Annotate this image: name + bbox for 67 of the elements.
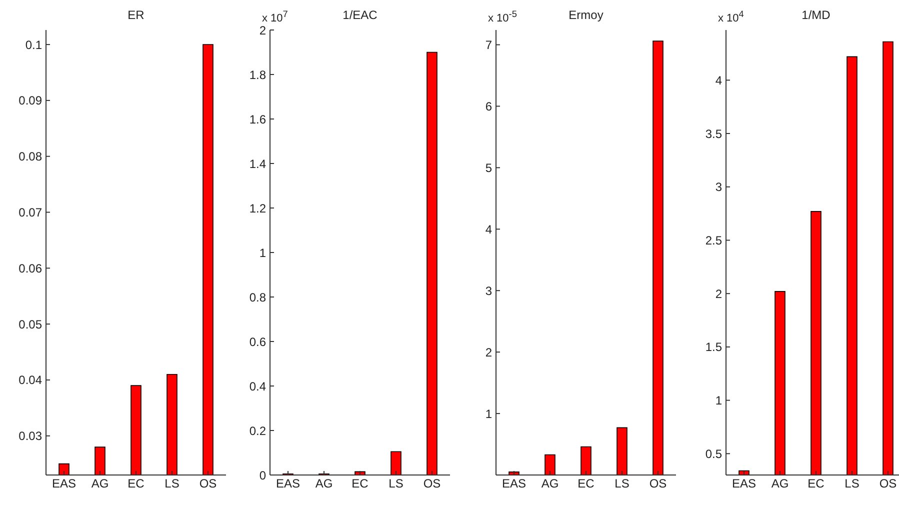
y-tick-label: 4 [485, 222, 492, 236]
x-tick-label: AG [91, 476, 109, 491]
x-tick-label: AG [771, 476, 789, 491]
bar [426, 52, 438, 475]
text: x 10$^{4}$ [718, 9, 744, 25]
y-tick-label: 3 [485, 284, 492, 298]
y-tick-label: 1.2 [249, 201, 266, 216]
x-tick-label: AG [315, 476, 333, 491]
bar [580, 446, 592, 475]
y-tick-label: 2.5 [705, 233, 722, 248]
chart-title: 1/EAC [342, 8, 378, 22]
y-tick-label: 0 [259, 468, 266, 482]
x-tick-label: OS [423, 476, 441, 491]
y-tick-label: 2 [259, 23, 266, 38]
y-tick-label: 0.2 [249, 424, 266, 438]
y-tick-label: 3.5 [705, 126, 722, 141]
y-tick-label: 1 [485, 406, 492, 421]
x-tick-label: AG [541, 476, 559, 491]
y-tick-label: 0.09 [18, 94, 42, 108]
y-tick-label: 1.4 [249, 156, 266, 171]
x-tick-label: OS [649, 476, 667, 491]
x-tick-label: LS [164, 476, 180, 491]
y-tick-label: 6 [485, 99, 492, 114]
x-tick-label: EC [128, 476, 145, 491]
y-tick-label: 0.05 [18, 317, 42, 332]
x-tick-label: OS [879, 476, 897, 491]
x-tick-label: EAS [52, 476, 76, 491]
y-tick-label: 0.07 [18, 206, 42, 220]
y-tick-label: 0.6 [249, 334, 266, 349]
x-tick-label: LS [614, 476, 630, 491]
y-tick-label: 2 [715, 286, 722, 301]
y-tick-label: 1 [259, 246, 266, 260]
y-tick-label: 0.06 [18, 261, 42, 276]
x-tick-label: EAS [502, 476, 526, 491]
y-tick-label: 1 [715, 394, 722, 408]
bar [616, 427, 628, 475]
y-tick-label: 2 [485, 345, 492, 360]
x-tick-label: EC [808, 476, 825, 491]
y-tick-label: 1.5 [705, 340, 722, 354]
y-tick-label: 0.03 [18, 429, 42, 444]
y-tick-label: 0.1 [25, 38, 42, 52]
bar [390, 451, 402, 475]
y-tick-label: 0.5 [705, 446, 722, 461]
x-tick-label: EC [578, 476, 595, 491]
chart-title: 1/MD [802, 8, 830, 22]
x-tick-label: LS [844, 476, 860, 491]
bar [652, 40, 664, 475]
y-tick-label: 0.4 [249, 379, 266, 394]
y-tick-label: 0.08 [18, 150, 42, 164]
y-tick-label: 3 [715, 180, 722, 194]
text: x 10$^{7}$ [262, 9, 288, 25]
x-tick-label: EAS [276, 476, 300, 491]
chart-title: ER [126, 8, 146, 22]
x-tick-label: LS [388, 476, 404, 491]
text: x 10$^{-5}$ [488, 9, 517, 25]
y-tick-label: 4 [715, 73, 722, 88]
x-tick-label: OS [199, 476, 217, 491]
y-tick-label: 0.04 [18, 373, 42, 388]
x-tick-label: EC [352, 476, 369, 491]
y-tick-label: 1.6 [249, 112, 266, 126]
bar [544, 454, 556, 475]
x-tick-label: EAS [732, 476, 756, 491]
y-tick-label: 5 [485, 160, 492, 175]
y-tick-label: 1.8 [249, 68, 266, 82]
chart-title: Ermoy [568, 8, 604, 22]
y-tick-label: 7 [485, 38, 492, 52]
y-tick-label: 0.8 [249, 290, 266, 304]
